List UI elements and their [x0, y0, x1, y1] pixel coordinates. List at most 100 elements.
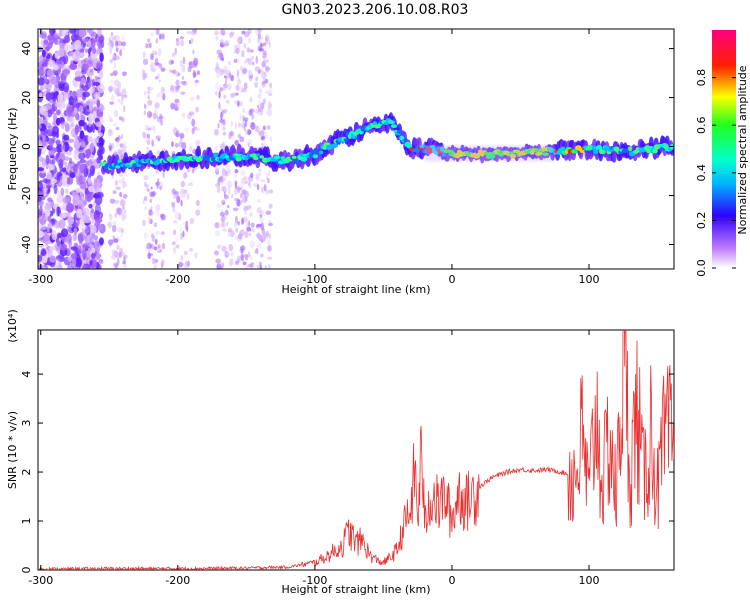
spectrogram-noise-blob: [196, 70, 200, 75]
spectrogram-noise-blob: [53, 264, 62, 269]
spectrogram-noise-blob: [93, 234, 99, 241]
spectrogram-noise-blob: [56, 240, 61, 247]
colorbar-ticks: 0.0 0.2 0.4 0.6 0.8: [695, 69, 736, 277]
spectrogram-noise-blob: [152, 112, 157, 120]
spectrogram-noise-blob: [159, 248, 163, 253]
spectrogram-noise-blob: [256, 242, 262, 250]
spectrogram-noise-blob: [68, 96, 74, 106]
spectrogram-noise-blob: [265, 34, 270, 42]
spectrogram-noise-blob: [248, 182, 252, 189]
spectrogram-noise-blob: [261, 81, 266, 85]
spectrogram-noise-blob: [88, 102, 93, 112]
spectrogram-noise-blob: [69, 63, 78, 71]
spectrogram-noise-blob: [215, 61, 219, 68]
spectrogram-noise-blob: [49, 164, 55, 171]
spectrogram-noise-blob: [186, 30, 192, 35]
spectrogram-noise-blob: [144, 206, 147, 211]
spectrogram-noise-blob: [154, 51, 158, 56]
spectrogram-ridge-core: [210, 156, 217, 162]
spectrogram-noise-blob: [244, 180, 249, 184]
spectrogram-noise-blob: [154, 102, 160, 109]
spectrogram-noise-blob: [221, 221, 227, 228]
spectrogram-noise-blob: [218, 90, 221, 99]
spectrogram-noise-blob: [264, 37, 270, 45]
spectrogram-noise-blob: [79, 163, 87, 174]
spectrogram-noise-blob: [234, 222, 237, 228]
spectrogram-ridge-core: [591, 145, 596, 151]
spectrogram-noise-blob: [117, 35, 121, 41]
spectrogram-noise-blob: [220, 108, 223, 113]
spectrogram-noise-blob: [123, 94, 128, 99]
spectrogram-noise-blob: [250, 222, 255, 228]
spectrogram-noise-blob: [227, 229, 231, 238]
spectrogram-ridge-core: [331, 143, 339, 148]
spectrogram-noise-blob: [237, 221, 240, 226]
spectrogram-noise-blob: [119, 49, 122, 57]
spectrogram-noise-blob: [39, 32, 47, 39]
spectrogram-noise-blob: [53, 64, 59, 71]
spectrogram-noise-blob: [90, 31, 98, 40]
spectrogram-noise-blob: [241, 217, 245, 225]
spectrogram-noise-blob: [54, 52, 60, 59]
spectrogram-noise-blob: [99, 70, 104, 79]
spectrogram-noise-blob: [223, 70, 227, 75]
spectrogram-noise-blob: [85, 48, 89, 53]
spectrogram-noise-blob: [55, 117, 61, 126]
spectrogram-noise-blob: [109, 213, 113, 221]
spectrogram-noise-blob: [243, 82, 248, 90]
spectrogram-noise-blob: [58, 47, 65, 58]
spectrogram-noise-blob: [236, 198, 241, 207]
spectrogram-noise-blob: [143, 110, 146, 116]
spectrogram-noise-blob: [174, 47, 178, 55]
spectrogram-noise-blob: [40, 249, 47, 257]
spectrogram-noise-blob: [118, 116, 123, 121]
spectrogram-noise-blob: [261, 187, 265, 194]
spectrogram-noise-blob: [97, 29, 102, 38]
spectrogram-noise-blob: [82, 91, 91, 98]
spectrogram-x-ticks: -300 -200 -100 0 100: [28, 29, 600, 286]
spectrogram-noise-blob: [146, 110, 152, 119]
spectrogram-noise-blob: [236, 69, 240, 76]
spectrogram-noise-blob: [120, 231, 123, 238]
spectrogram-noise-blob: [48, 246, 56, 251]
spectrogram-noise-blob: [59, 243, 68, 251]
spectrogram-noise-blob: [219, 38, 224, 46]
spectrogram-noise-blob: [237, 186, 241, 193]
spectrogram-noise-blob: [57, 190, 61, 199]
spectrogram-noise-blob: [250, 172, 254, 179]
spectrogram-noise-blob: [53, 112, 57, 124]
spectrogram-noise-blob: [224, 78, 228, 85]
spectrogram-noise-blob: [254, 81, 258, 88]
spectrogram-noise-blob: [108, 145, 113, 152]
spectrogram-noise-blob: [107, 128, 113, 137]
spectrogram-noise-blob: [214, 250, 220, 256]
spectrogram-noise-blob: [267, 245, 272, 252]
spectrogram-noise-blob: [230, 92, 235, 98]
spectrogram-noise-blob: [115, 186, 121, 191]
spectrogram-noise-blob: [171, 69, 177, 75]
spectrogram-noise-blob: [44, 78, 50, 85]
spectrogram-noise-blob: [189, 181, 192, 186]
spectrogram-noise-blob: [179, 38, 182, 47]
spectrogram-noise-blob: [147, 188, 150, 192]
spectrogram-noise-blob: [55, 109, 61, 116]
spectrogram-noise-blob: [96, 263, 102, 269]
spectrogram-noise-blob: [112, 57, 116, 61]
spectrogram-noise-blob: [150, 32, 155, 37]
spectrogram-noise-blob: [147, 86, 150, 91]
spectrogram-noise-blob: [108, 114, 112, 122]
spectrogram-noise-blob: [118, 251, 122, 259]
spectrogram-noise-blob: [240, 180, 245, 189]
spectrogram-noise-blob: [160, 118, 164, 126]
spectrogram-noise-blob: [68, 238, 72, 250]
spectrogram-noise-blob: [237, 186, 243, 191]
spectrogram-noise-blob: [79, 111, 84, 118]
spectrogram-noise-blob: [226, 99, 230, 104]
spectrogram-noise-blob: [150, 233, 155, 239]
spectrogram-noise-blob: [110, 79, 115, 84]
spectrogram-noise-blob: [174, 142, 179, 148]
spectrogram-noise-blob: [46, 225, 50, 233]
spectrogram-noise-blob: [119, 191, 123, 198]
spectrogram-noise-blob: [52, 125, 60, 136]
